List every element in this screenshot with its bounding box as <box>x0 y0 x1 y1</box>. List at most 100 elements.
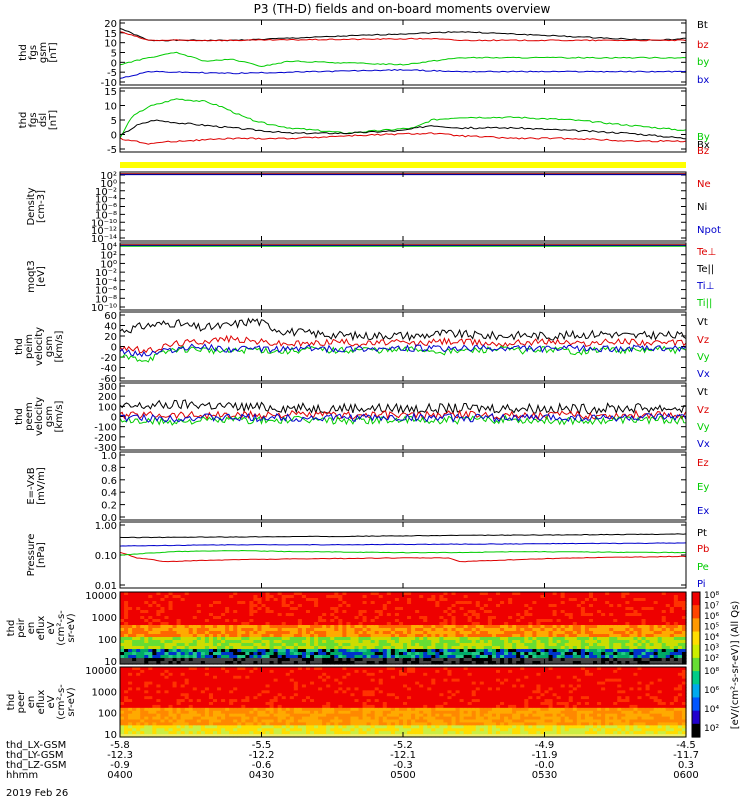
heatmap-cell <box>625 601 630 605</box>
heatmap-cell <box>576 634 582 638</box>
heatmap-cell <box>281 613 287 617</box>
heatmap-cell <box>431 610 436 614</box>
heatmap-cell <box>128 610 133 614</box>
heatmap-cell <box>508 661 513 665</box>
heatmap-cell <box>556 622 562 626</box>
heatmap-cell <box>544 619 550 623</box>
heatmap-cell <box>148 643 153 647</box>
heatmap-cell <box>160 640 166 644</box>
heatmap-cell <box>269 719 275 724</box>
heatmap-cell <box>419 604 424 608</box>
heatmap-cell <box>532 646 538 650</box>
heatmap-cell <box>439 616 445 620</box>
heatmap-cell <box>508 613 513 617</box>
heatmap-cell <box>172 722 178 726</box>
heatmap-cell <box>293 684 299 689</box>
heatmap-cell <box>346 610 352 614</box>
heatmap-cell <box>265 658 271 662</box>
heatmap-cell <box>310 722 315 726</box>
heatmap-cell <box>249 610 255 614</box>
heatmap-cell <box>443 649 449 653</box>
heatmap-cell <box>556 658 562 662</box>
heatmap-cell <box>136 643 141 647</box>
heatmap-cell <box>144 640 149 644</box>
heatmap-cell <box>212 607 218 611</box>
heatmap-cell <box>192 598 198 602</box>
heatmap-cell <box>269 690 275 694</box>
heatmap-cell <box>435 601 440 605</box>
heatmap-cell <box>257 713 263 718</box>
heatmap-cell <box>613 646 618 650</box>
heatmap-cell <box>512 598 517 602</box>
heatmap-cell <box>374 619 380 623</box>
heatmap-cell <box>217 613 222 617</box>
heatmap-cell <box>580 640 586 644</box>
heatmap-cell <box>394 610 400 614</box>
heatmap-cell <box>128 696 133 700</box>
heatmap-cell <box>584 604 590 608</box>
heatmap-cell <box>208 601 214 605</box>
heatmap-cell <box>463 634 469 638</box>
heatmap-cell <box>629 598 635 602</box>
heatmap-cell <box>273 628 279 632</box>
heatmap-cell <box>241 690 246 694</box>
heatmap-cell <box>584 658 590 662</box>
heatmap-cell <box>382 619 388 623</box>
heatmap-cell <box>584 634 590 638</box>
heatmap-cell <box>192 699 198 703</box>
heatmap-cell <box>334 619 339 623</box>
heatmap-cell <box>269 595 275 599</box>
heatmap-cell <box>366 613 372 617</box>
heatmap-cell <box>673 649 679 653</box>
heatmap-cell <box>358 640 364 644</box>
heatmap-cell <box>516 613 521 617</box>
heatmap-cell <box>192 693 198 697</box>
heatmap-cell <box>132 681 137 686</box>
heatmap-cell <box>277 699 283 703</box>
heatmap-cell <box>148 734 153 738</box>
heatmap-cell <box>310 699 315 703</box>
heatmap-cell <box>265 687 271 691</box>
heatmap-cell <box>196 622 202 626</box>
heatmap-cell <box>661 616 667 620</box>
heatmap-cell <box>152 607 157 611</box>
heatmap-cell <box>483 646 489 650</box>
heatmap-cell <box>346 598 352 602</box>
heatmap-cell <box>172 693 178 697</box>
heatmap-cell <box>524 622 529 626</box>
heatmap-cell <box>156 684 162 689</box>
heatmap-cell <box>233 646 238 650</box>
heatmap-cell <box>301 710 307 715</box>
ylabel-line: en <box>26 696 37 709</box>
heatmap-cell <box>633 604 639 608</box>
heatmap-cell <box>508 631 513 635</box>
heatmap-cell <box>120 704 125 709</box>
heatmap-cell <box>152 661 157 665</box>
heatmap-cell <box>403 622 408 626</box>
heatmap-cell <box>491 652 497 656</box>
heatmap-cell <box>657 637 663 641</box>
heatmap-cell <box>318 640 323 644</box>
heatmap-cell <box>192 707 198 712</box>
heatmap-cell <box>362 652 368 656</box>
heatmap-cell <box>374 595 380 599</box>
heatmap-cell <box>641 643 647 647</box>
legend-Npot: Npot <box>697 225 721 236</box>
heatmap-cell <box>471 628 477 632</box>
heatmap-cell <box>584 652 590 656</box>
heatmap-cell <box>504 649 509 653</box>
heatmap-cell <box>479 622 485 626</box>
heatmap-cell <box>483 622 489 626</box>
heatmap-cell <box>419 607 424 611</box>
heatmap-cell <box>196 734 202 738</box>
heatmap-cell <box>297 613 303 617</box>
heatmap-cell <box>455 652 461 656</box>
heatmap-cell <box>536 607 542 611</box>
heatmap-cell <box>265 604 271 608</box>
heatmap-cell <box>318 731 323 735</box>
heatmap-cell <box>657 625 663 629</box>
heatmap-cell <box>342 637 347 641</box>
heatmap-cell <box>168 681 174 686</box>
heatmap-cell <box>237 661 242 665</box>
heatmap-cell <box>297 607 303 611</box>
